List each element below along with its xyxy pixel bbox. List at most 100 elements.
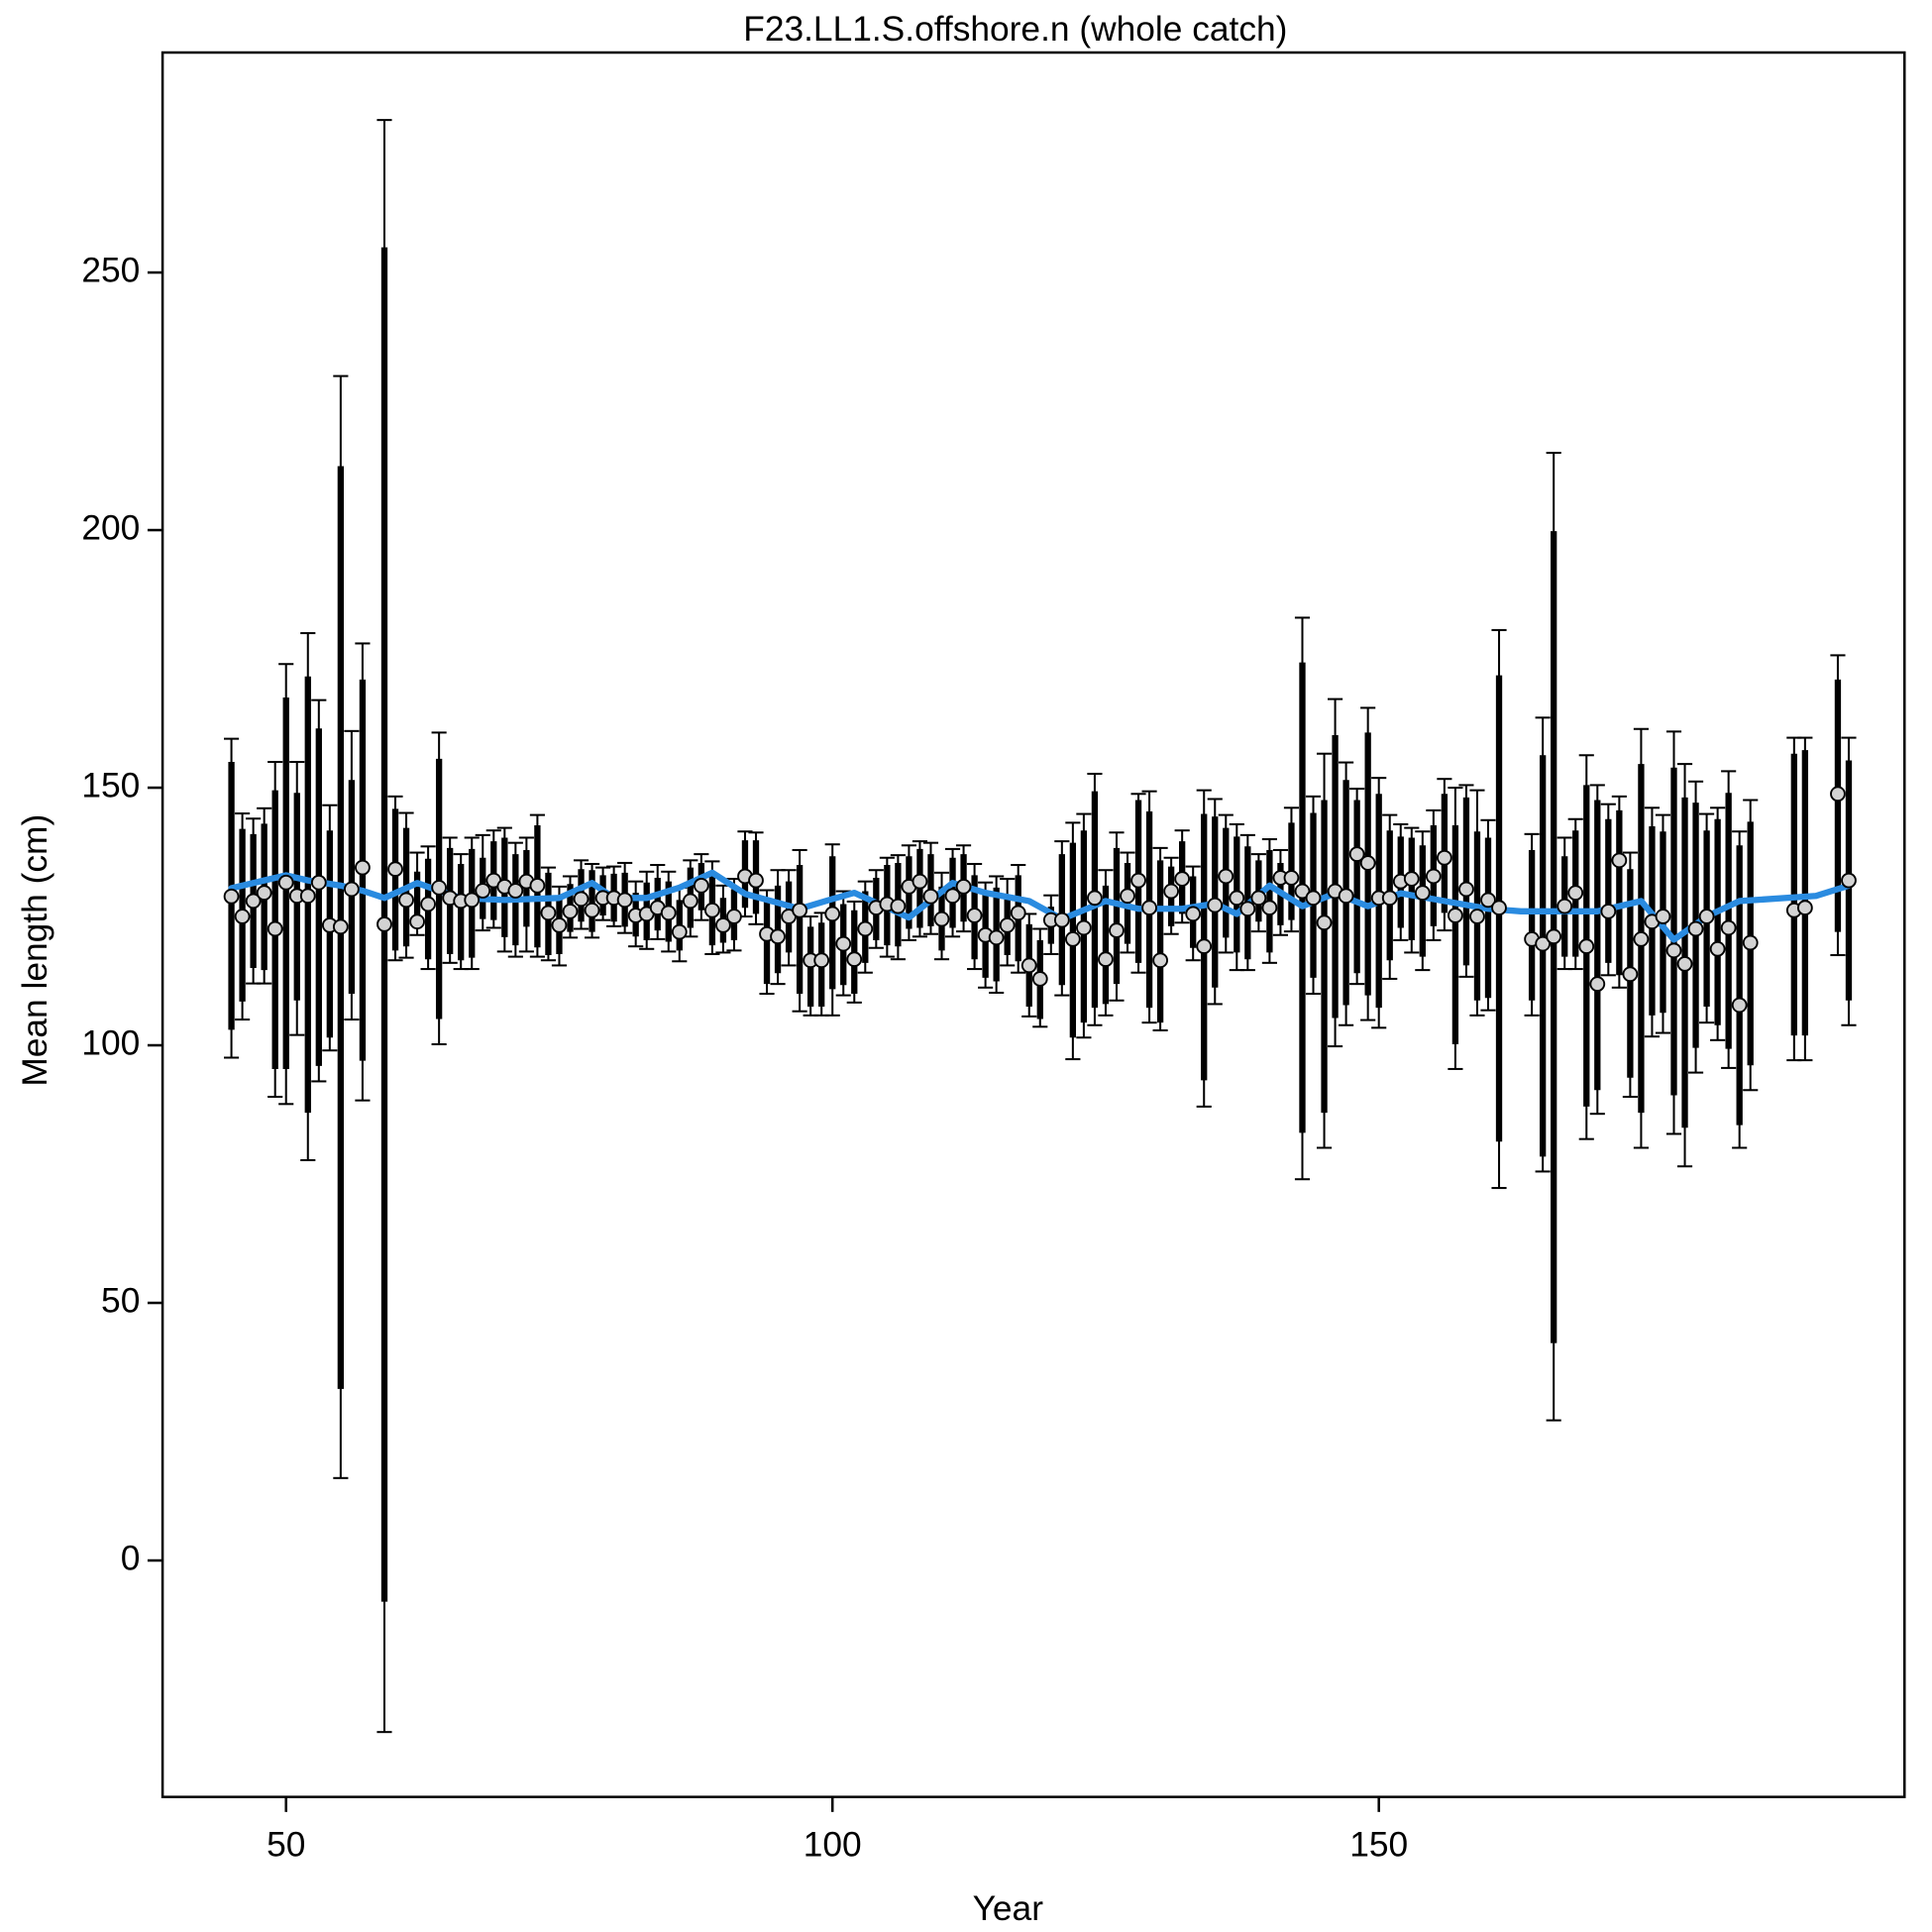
data-point: [256, 885, 272, 901]
data-point: [1698, 909, 1715, 924]
data-point: [616, 892, 633, 909]
data-point: [1458, 881, 1474, 898]
x-tick-label: 100: [804, 1826, 862, 1865]
data-point: [922, 888, 939, 905]
data-point: [857, 920, 874, 937]
data-point: [955, 878, 972, 895]
data-point: [376, 915, 392, 932]
data-point: [824, 906, 841, 922]
data-point: [420, 896, 436, 912]
data-point: [890, 898, 907, 914]
data-point: [1087, 890, 1103, 907]
data-point: [1720, 919, 1737, 936]
data-point: [1316, 914, 1333, 931]
data-point: [770, 928, 786, 945]
data-point: [1239, 901, 1256, 917]
data-point: [1141, 900, 1157, 916]
data-point: [1414, 885, 1431, 901]
data-point: [813, 952, 830, 969]
data-point: [1436, 849, 1452, 866]
data-point: [1403, 871, 1420, 887]
data-point: [1665, 942, 1682, 959]
data-point: [693, 877, 709, 894]
plot-frame: [161, 51, 1906, 1798]
data-point: [1687, 920, 1704, 937]
data-point: [1796, 900, 1813, 916]
data-point: [1578, 938, 1595, 955]
data-point: [1448, 908, 1463, 923]
data-point: [1064, 931, 1081, 947]
data-point: [1130, 872, 1146, 889]
x-tick-label: 50: [267, 1826, 305, 1865]
data-point: [1480, 892, 1496, 909]
data-point: [1556, 898, 1573, 914]
data-point: [1152, 952, 1168, 969]
data-point: [344, 881, 360, 898]
data-point: [277, 874, 294, 891]
data-point: [703, 902, 720, 918]
data-point: [562, 903, 579, 919]
data-point: [1535, 935, 1552, 952]
data-point: [1207, 897, 1224, 913]
data-point: [223, 888, 240, 905]
data-point: [245, 893, 262, 910]
data-point: [1841, 872, 1857, 889]
data-point: [1338, 888, 1354, 905]
y-tick-label: 100: [81, 1023, 140, 1062]
data-point: [310, 874, 327, 891]
data-point: [792, 902, 808, 918]
data-point: [464, 892, 481, 909]
data-point: [715, 916, 731, 933]
data-point: [1053, 912, 1070, 928]
data-point: [267, 920, 283, 937]
data-point: [1196, 938, 1213, 955]
data-point: [387, 861, 403, 878]
data-point: [1163, 883, 1180, 900]
y-tick-label: 200: [81, 508, 140, 547]
data-point: [475, 883, 491, 899]
data-point: [529, 877, 546, 894]
data-point: [299, 888, 316, 905]
data-point: [944, 888, 961, 905]
data-point: [1229, 890, 1245, 907]
data-point: [1359, 855, 1376, 871]
data-point: [1611, 852, 1628, 869]
data-point: [1622, 966, 1639, 983]
data-point: [1305, 890, 1322, 907]
data-point: [540, 905, 557, 921]
data-point: [1709, 940, 1726, 957]
data-point: [1174, 871, 1191, 887]
data-point: [234, 909, 251, 924]
data-point: [584, 902, 600, 918]
y-tick-label: 0: [121, 1539, 141, 1577]
data-point: [1546, 928, 1562, 945]
data-point: [573, 891, 590, 908]
chart-title: F23.LL1.S.offshore.n (whole catch): [743, 10, 1287, 49]
y-tick-label: 50: [101, 1281, 140, 1320]
data-point: [1283, 870, 1300, 886]
data-point: [1655, 909, 1671, 924]
y-axis-label: Mean length (cm): [16, 814, 54, 1087]
data-point: [1294, 883, 1311, 900]
data-point: [551, 916, 568, 933]
data-point: [1010, 905, 1026, 921]
data-point: [1185, 906, 1202, 922]
data-point: [332, 918, 349, 935]
data-point: [1218, 868, 1234, 885]
data-point: [912, 873, 928, 890]
data-point: [1020, 957, 1037, 974]
data-point: [1830, 786, 1846, 803]
data-point: [660, 905, 677, 921]
data-point: [1381, 890, 1398, 907]
data-point: [1425, 868, 1442, 885]
data-point: [409, 913, 425, 930]
data-point: [1031, 971, 1048, 987]
data-point: [748, 872, 764, 889]
y-tick-label: 150: [81, 766, 140, 805]
data-point: [355, 859, 371, 876]
data-point: [1250, 890, 1267, 907]
data-point: [966, 908, 983, 923]
data-point: [671, 923, 688, 940]
